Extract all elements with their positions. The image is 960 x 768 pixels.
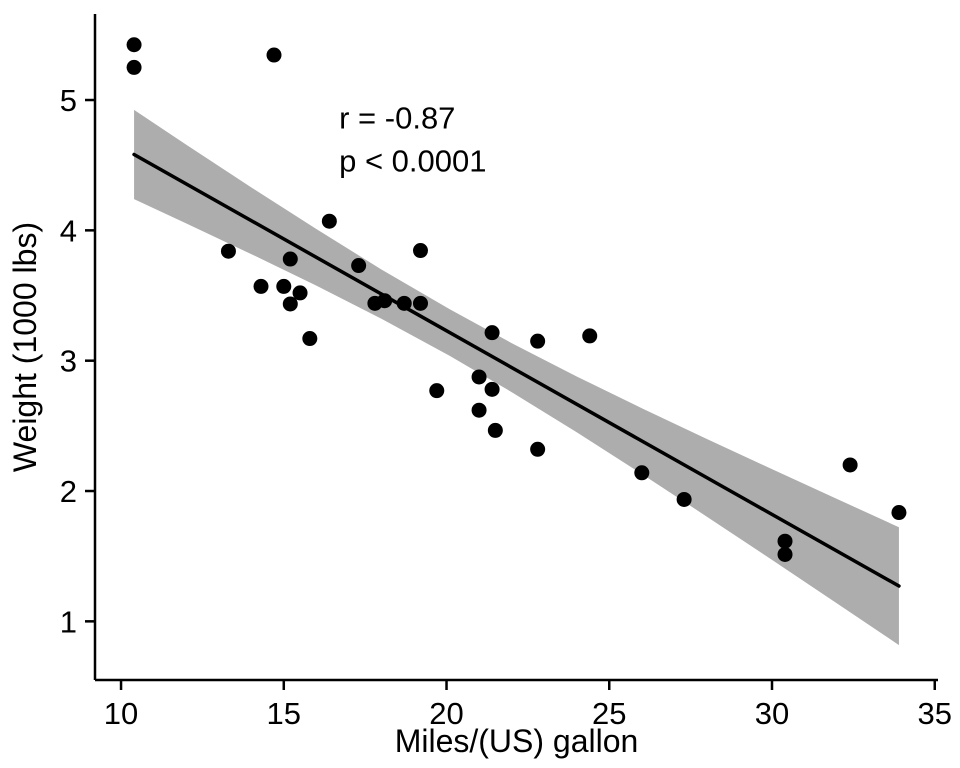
- data-point: [396, 295, 412, 311]
- data-point: [530, 333, 546, 349]
- y-tick-label: 3: [60, 344, 77, 379]
- correlation-annotation: r = -0.87: [339, 101, 455, 136]
- data-point: [471, 369, 487, 385]
- x-tick-label: 30: [755, 696, 789, 731]
- data-point: [412, 243, 428, 259]
- data-point: [302, 331, 318, 347]
- data-point: [530, 441, 546, 457]
- data-point: [321, 213, 337, 229]
- data-point: [282, 251, 298, 267]
- x-axis-label: Miles/(US) gallon: [395, 723, 639, 759]
- y-axis-label: Weight (1000 lbs): [7, 222, 43, 472]
- confidence-band: [134, 109, 899, 646]
- data-point: [220, 243, 236, 259]
- data-point: [126, 59, 142, 75]
- data-point: [276, 278, 292, 294]
- data-point: [582, 328, 598, 344]
- data-point: [351, 258, 367, 274]
- y-axis: 1 2 3 4 5: [60, 14, 97, 680]
- data-point: [487, 422, 503, 438]
- data-point: [471, 402, 487, 418]
- band-polygon: [134, 109, 899, 646]
- x-axis: 10 15 20 25 30 35: [95, 678, 952, 731]
- data-point: [676, 491, 692, 507]
- data-point: [292, 285, 308, 301]
- data-point: [253, 278, 269, 294]
- y-tick-label: 4: [60, 213, 77, 248]
- fit-line: [132, 152, 901, 588]
- data-point: [842, 457, 858, 473]
- data-point: [266, 47, 282, 63]
- y-tick-label: 2: [60, 474, 77, 509]
- data-point: [282, 296, 298, 312]
- y-tick-label: 5: [60, 83, 77, 118]
- data-point: [891, 505, 907, 521]
- data-point: [777, 533, 793, 549]
- x-tick-label: 20: [429, 696, 463, 731]
- x-tick-label: 25: [592, 696, 626, 731]
- data-point: [484, 381, 500, 397]
- data-points: [126, 37, 907, 562]
- x-tick-label: 35: [918, 696, 952, 731]
- data-point: [484, 325, 500, 341]
- y-tick-label: 1: [60, 604, 77, 639]
- data-point: [429, 383, 445, 399]
- data-point: [412, 295, 428, 311]
- x-tick-label: 10: [104, 696, 138, 731]
- regression-line: [132, 152, 901, 588]
- data-point: [126, 37, 142, 53]
- pvalue-annotation: p < 0.0001: [339, 144, 486, 179]
- data-point: [634, 465, 650, 481]
- x-tick-label: 15: [267, 696, 301, 731]
- data-point: [777, 546, 793, 562]
- data-point: [367, 295, 383, 311]
